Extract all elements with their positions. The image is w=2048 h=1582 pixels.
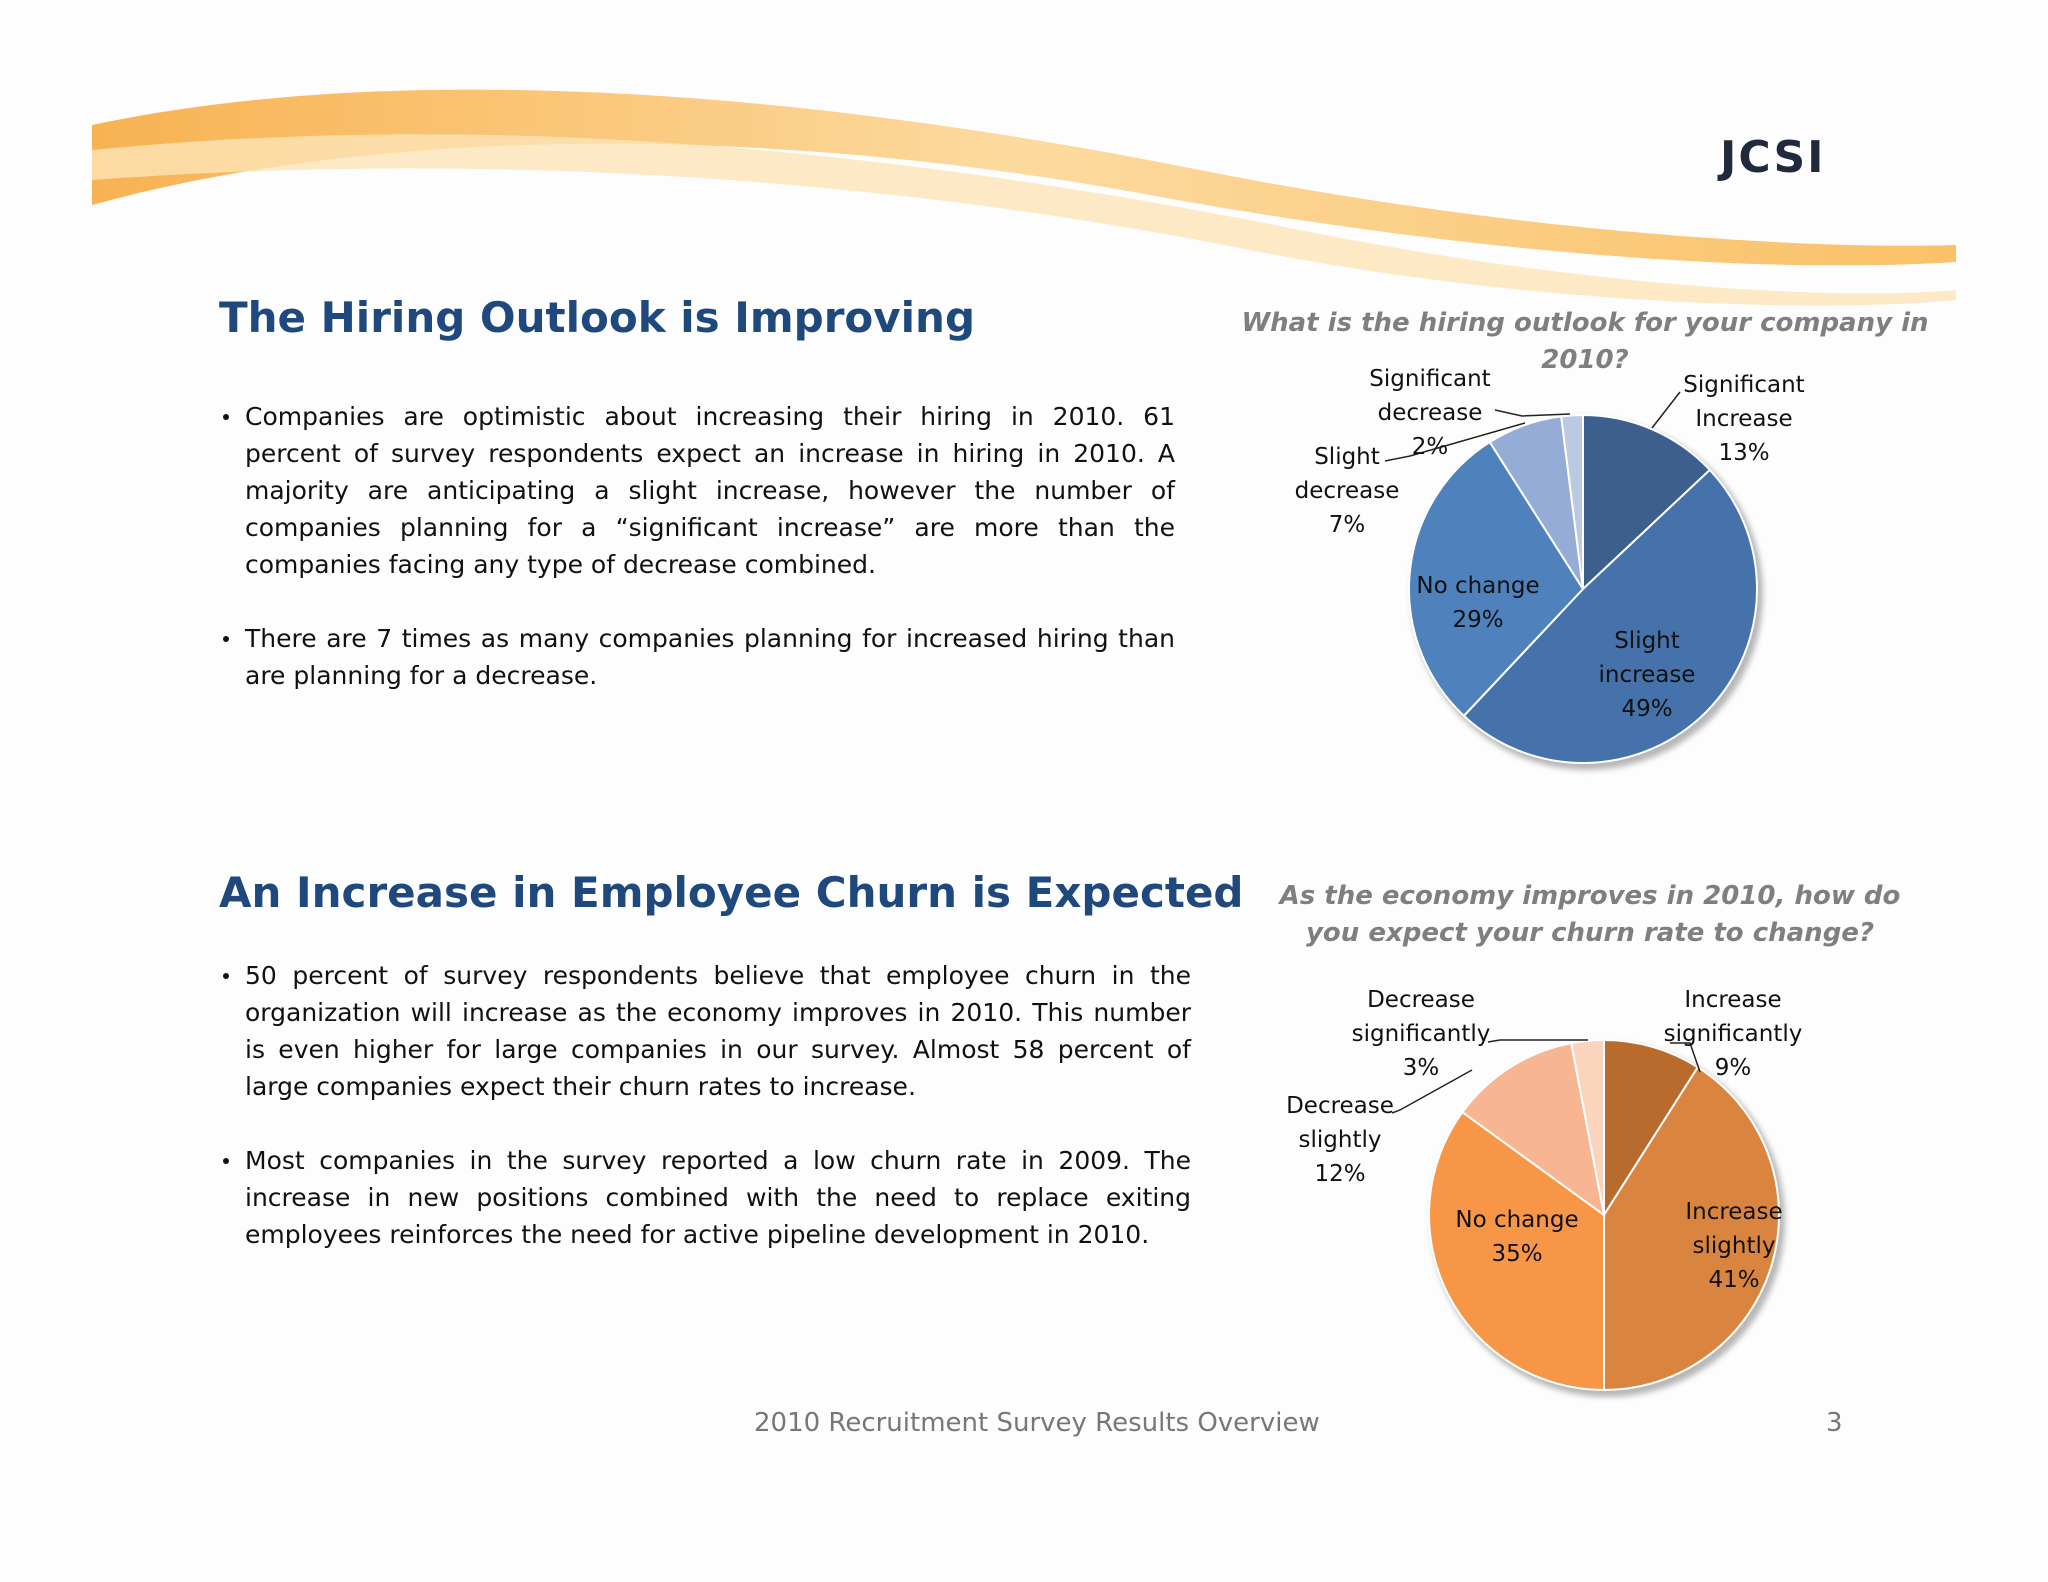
leader-line [1670, 1042, 1701, 1073]
pie-slice [1462, 468, 1758, 764]
leader-line [1391, 1069, 1473, 1114]
chart-title: As the economy improves in 2010, how do … [1279, 881, 1901, 948]
chart-title: What is the hiring outlook for your comp… [1241, 308, 1929, 375]
slice-value: 2% [1411, 434, 1449, 460]
pie-slice [1570, 1038, 1605, 1216]
slice-value: 29% [1452, 607, 1504, 633]
pie-slice [1582, 413, 1712, 592]
slice-label: No change 29% [1403, 569, 1553, 637]
bullet-dot [223, 636, 229, 642]
slice-category: No change [1455, 1207, 1579, 1233]
slice-label: Decrease slightly 12% [1265, 1089, 1415, 1191]
leader-line [1494, 409, 1571, 417]
bullet: Most companies in the survey reported a … [219, 1142, 1191, 1253]
pie-slice [1408, 440, 1585, 718]
leader-line [1384, 422, 1526, 462]
swoosh [92, 89, 1956, 266]
footer-text: 2010 Recruitment Survey Results Overview [754, 1408, 1320, 1438]
swoosh [92, 134, 1956, 306]
bullet-text: Most companies in the survey reported a … [245, 1146, 1191, 1249]
slice-label: No change 35% [1442, 1203, 1592, 1271]
slice-label: Significant Increase 13% [1669, 368, 1819, 470]
slice-label: Increase significantly 9% [1658, 983, 1808, 1085]
bullet-list: 50 percent of survey respondents believe… [219, 957, 1191, 1290]
pie-slice [1603, 1038, 1700, 1219]
logo: JCSI [1720, 132, 1826, 183]
bullet-text: Companies are optimistic about increasin… [245, 402, 1175, 579]
slice-value: 13% [1718, 440, 1770, 466]
slice-value: 9% [1714, 1055, 1752, 1081]
leader-line [1487, 1039, 1588, 1043]
page-number: 3 [1826, 1408, 1843, 1438]
leader-line [1651, 391, 1681, 429]
slice-category: Significant Increase [1683, 372, 1805, 432]
slice-category: Slight decrease [1294, 444, 1400, 504]
bullet-text: There are 7 times as many companies plan… [245, 624, 1175, 690]
slice-category: Slight increase [1598, 628, 1696, 688]
slice-category: Increase significantly [1663, 987, 1803, 1047]
slice-value: 35% [1491, 1241, 1543, 1267]
slice-value: 41% [1708, 1267, 1760, 1293]
bullet: 50 percent of survey respondents believe… [219, 957, 1191, 1105]
slice-label: Slight decrease 7% [1272, 440, 1422, 542]
slice-label: Decrease significantly 3% [1346, 983, 1496, 1085]
slice-category: Increase slightly [1685, 1199, 1783, 1259]
slice-category: No change [1416, 573, 1540, 599]
slice-label: Increase slightly 41% [1659, 1195, 1809, 1297]
slice-value: 3% [1402, 1055, 1440, 1081]
bullet-dot [223, 414, 229, 420]
bullet: Companies are optimistic about increasin… [219, 398, 1175, 583]
section-title: An Increase in Employee Churn is Expecte… [219, 868, 1244, 917]
bullet-dot [223, 973, 229, 979]
slice-category: Decrease slightly [1286, 1093, 1394, 1153]
section-title: The Hiring Outlook is Improving [219, 293, 976, 342]
bullet: There are 7 times as many companies plan… [219, 620, 1175, 694]
pie-slice [1560, 413, 1584, 590]
bullet-dot [223, 1158, 229, 1164]
slice-label: Slight increase 49% [1572, 624, 1722, 726]
slice-value: 49% [1621, 696, 1673, 722]
pie-slice [1461, 1041, 1606, 1218]
slice-value: 7% [1328, 512, 1366, 538]
pie-slice [1428, 1110, 1605, 1392]
bullet-list: Companies are optimistic about increasin… [219, 398, 1175, 731]
bullet-text: 50 percent of survey respondents believe… [245, 961, 1191, 1101]
slice-label: Significant decrease 2% [1355, 362, 1505, 464]
slice-category: Decrease significantly [1351, 987, 1491, 1047]
pie-slice [1603, 1065, 1781, 1392]
slice-category: Significant decrease [1369, 366, 1491, 426]
slice-value: 12% [1314, 1161, 1366, 1187]
